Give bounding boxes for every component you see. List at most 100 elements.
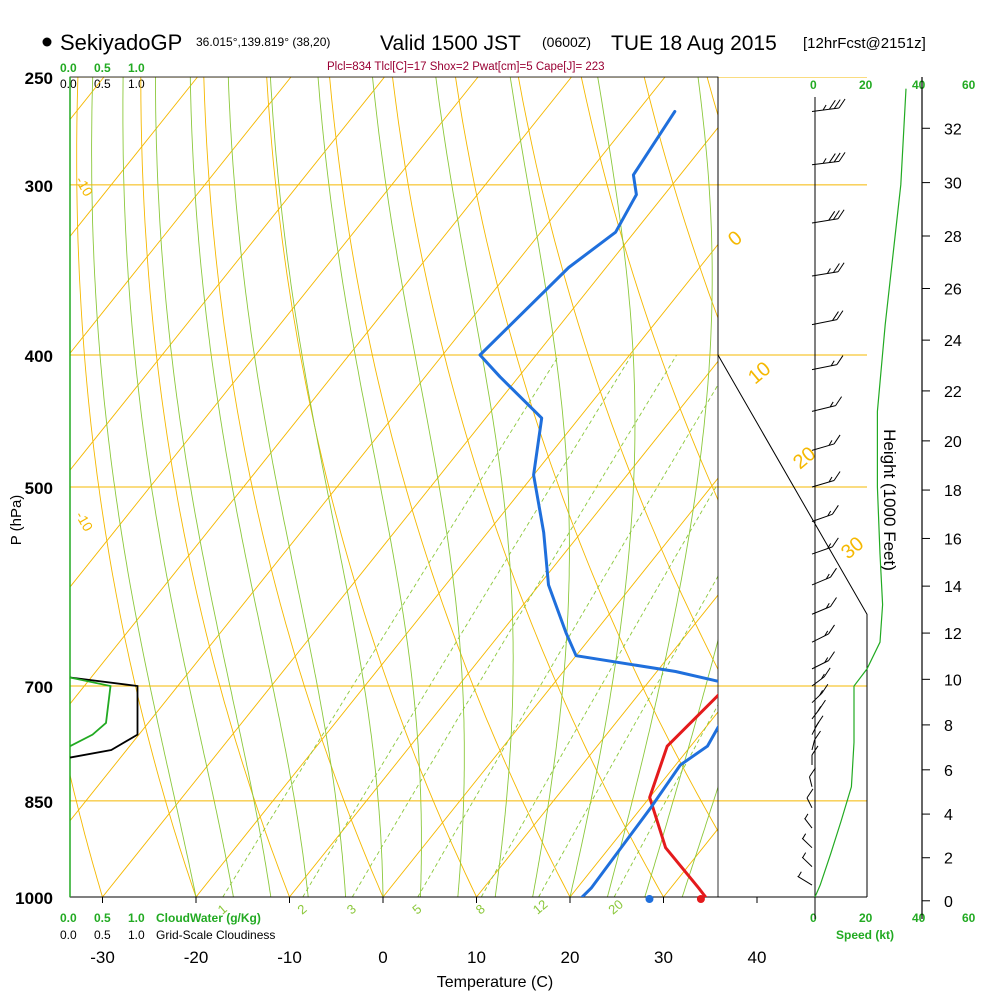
wind-barb-half-feather [830,360,835,366]
dry-adiabat-line [140,77,290,897]
wind-barb-feather [830,597,837,607]
isobar-layer [70,77,867,897]
wind-barb [811,537,839,555]
wind-barb-feather [830,567,837,578]
wind-barb-feather [831,537,839,548]
wind-barb-feather [814,730,821,741]
cloud-scale-top-black-0: 0.0 [60,77,77,91]
surface-temperature-dot [696,895,705,903]
cloud-scale-bottom: 0.0 0.5 1.0 CloudWater (g/Kg) 0.0 0.5 1.… [60,911,275,942]
mixing-ratio-line [417,384,718,897]
mixing-ratio-line [222,354,560,897]
wind-barb-staff [801,856,813,868]
isotherm-line [70,77,198,238]
wind-barb [801,833,813,849]
height-tick-label: 16 [944,531,962,548]
wind-barb-staff [809,776,813,787]
temperature-tick-label: -10 [277,948,302,967]
pressure-tick-label: 400 [25,347,53,366]
wind-speed-line [814,88,907,898]
cloud-scale-top-green-1: 0.5 [94,61,111,75]
wind-barb-half-feather [827,510,832,517]
wind-barb-staff [811,160,840,166]
wind-barb [801,852,813,868]
wind-barb-half-feather [826,268,831,274]
dry-adiabat-line [643,77,718,320]
x-axis-title: Temperature (C) [437,974,553,991]
wind-barb-feather [838,152,846,162]
moist-adiabat-line [509,77,570,897]
wind-scale-bottom-20: 20 [859,911,873,925]
dry-adiabat-line [580,77,718,501]
isotherm-label: 10 [744,358,775,389]
wind-barb-staff [811,606,831,615]
wind-barb-feather [823,667,831,678]
dry-adiabat-line [329,77,571,897]
wind-barb-feather [836,355,844,365]
wind-barb [811,262,845,277]
wind-barb-staff [811,633,829,643]
isotherm-label: 20 [789,443,820,474]
mixing-ratio-line [613,704,718,897]
wind-barb-staff [811,513,833,522]
wind-barb-half-feather [827,543,832,549]
wind-barb-half-feather [829,401,834,408]
height-tick-label: 8 [944,718,953,735]
wind-barb [811,699,826,720]
wind-barb [811,505,839,522]
valid-time: Valid 1500 JST [380,32,521,55]
height-axis-title: Height (1000 Feet) [880,429,899,571]
height-tick-label: 28 [944,229,962,246]
dry-adiabat-line [203,77,384,897]
height-tick-label: 22 [944,384,962,401]
pressure-tick-label: 1000 [15,889,53,908]
cloud-scale-top-black-2: 1.0 [128,77,145,91]
wind-barb [804,813,813,829]
wind-barb-staff [804,818,813,829]
height-tick-label: 30 [944,176,962,193]
wind-barb [811,651,835,670]
y-axis-title: P (hPa) [8,495,25,546]
temperature-tick-label: 40 [748,948,767,967]
height-tick-label: 14 [944,579,962,596]
dry-adiabat-line [76,77,197,897]
moist-adiabat-line [606,77,713,897]
wind-barb [811,715,824,735]
height-tick-label: 18 [944,483,962,500]
wind-scale-top-20: 20 [859,78,873,92]
wind-barb-staff [811,364,838,371]
mixing-ratio-label: 3 [344,901,359,917]
wind-barb-feather [836,310,844,320]
height-tick-label: 2 [944,851,953,868]
wind-barb-staff [811,443,835,451]
wind-barb-half-feather [804,813,809,820]
temperature-tick-label: 10 [467,948,486,967]
pressure-tick-label: 250 [25,69,53,88]
wind-barb-staff [811,480,835,488]
wind-barb-feather [837,262,845,273]
wind-barb [811,745,819,766]
moist-adiabat-line [91,77,197,897]
wind-barb [797,871,813,886]
wind-barb [806,788,814,809]
tropopause-boundary [717,354,868,897]
wind-barb-feather [833,152,841,163]
wind-barb-staff [811,271,839,277]
wind-barb-half-feather [822,158,827,164]
isotherm-line [0,77,11,897]
wind-barb-feather [828,651,835,661]
wind-speed-label: Speed (kt) [836,928,894,942]
wind-barb-half-feather [824,657,829,663]
station-coords: 36.015°,139.819° (38,20) [196,35,330,49]
wind-barb-half-feather [825,603,830,609]
dry-adiabat-line [959,77,1000,897]
moist-adiabat-line [269,77,384,897]
pressure-tick-label: 500 [25,479,53,498]
wind-barb [811,471,841,488]
height-tick-label: 10 [944,672,962,689]
cloud-water-line [69,676,112,748]
height-tick-label: 4 [944,807,953,824]
isotherm-line [70,77,292,354]
wind-barb-half-feather [828,440,833,446]
